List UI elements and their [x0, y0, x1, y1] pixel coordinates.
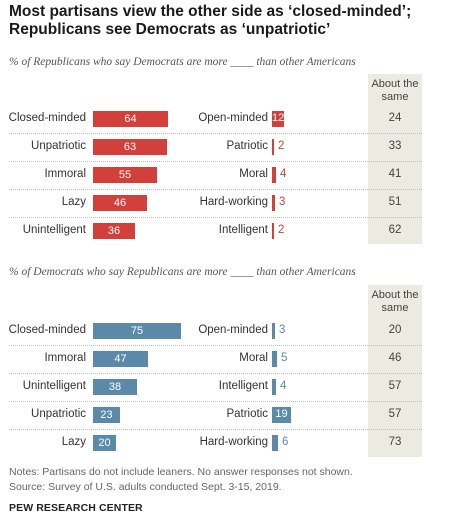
panel-subtitle: % of Republicans who say Democrats are m… [9, 56, 356, 68]
about-same-value: 20 [388, 324, 402, 336]
right-bar-value: 6 [282, 436, 289, 448]
right-bar-value: 5 [281, 352, 288, 364]
about-same-column-bg [368, 285, 422, 457]
left-bar-value: 64 [124, 113, 137, 125]
left-bar-value: 46 [113, 197, 127, 209]
about-same-value: 51 [388, 196, 402, 208]
right-trait-label: Patriotic [226, 140, 268, 152]
chart-row: Closed-minded 75 Open-minded 3 20 [0, 320, 463, 344]
right-trait-label: Moral [239, 168, 268, 180]
left-bar: 46 [93, 195, 147, 211]
about-same-header: About the same [371, 289, 419, 314]
about-same-value: 46 [388, 352, 402, 364]
chart-row: Lazy 46 Hard-working 3 51 [0, 189, 463, 216]
row-divider [9, 161, 422, 162]
right-bar-value: 12 [272, 112, 285, 124]
left-bar-value: 36 [107, 225, 121, 237]
notes-text: Notes: Partisans do not include leaners.… [9, 466, 353, 478]
right-bar [272, 323, 275, 339]
right-trait-label: Intelligent [218, 224, 268, 236]
about-same-value: 73 [388, 436, 402, 448]
chart-row: Closed-minded 64 Open-minded 12 24 [0, 108, 463, 132]
right-bar-value: 4 [280, 380, 287, 392]
chart-row: Unpatriotic 63 Patriotic 2 33 [0, 133, 463, 160]
chart-row: Immoral 47 Moral 5 46 [0, 345, 463, 372]
chart-row: Immoral 55 Moral 4 41 [0, 161, 463, 188]
source-text: Source: Survey of U.S. adults conducted … [9, 481, 282, 493]
row-divider [9, 133, 422, 134]
chart-row: Unintelligent 38 Intelligent 4 57 [0, 373, 463, 400]
left-bar-value: 20 [98, 437, 111, 449]
right-bar-value: 2 [278, 224, 285, 236]
right-trait-label: Moral [239, 352, 268, 364]
right-bar-value: 4 [280, 168, 287, 180]
left-bar: 38 [93, 379, 137, 395]
right-trait-label: Patriotic [226, 408, 268, 420]
left-bar: 55 [93, 167, 157, 183]
left-trait-label: Unpatriotic [31, 140, 86, 152]
right-bar-value: 2 [278, 140, 285, 152]
chart-row: Unpatriotic 23 Patriotic 19 57 [0, 401, 463, 428]
left-bar-value: 47 [114, 353, 127, 365]
left-trait-label: Lazy [61, 196, 86, 208]
about-same-value: 24 [388, 112, 402, 124]
right-bar [272, 139, 274, 155]
right-bar [272, 223, 274, 239]
right-bar-value: 3 [279, 324, 286, 336]
right-bar [272, 195, 275, 211]
right-bar [272, 167, 276, 183]
left-trait-label: Unintelligent [22, 380, 86, 392]
row-divider [9, 217, 422, 218]
left-trait-label: Unintelligent [22, 224, 86, 236]
about-same-value: 41 [388, 168, 402, 180]
left-bar: 75 [93, 323, 181, 339]
chart-row: Lazy 20 Hard-working 6 73 [0, 429, 463, 456]
panel-subtitle: % of Democrats who say Republicans are m… [9, 266, 356, 278]
left-bar-value: 23 [100, 409, 113, 421]
right-bar [272, 111, 284, 127]
left-trait-label: Closed-minded [8, 324, 86, 336]
about-same-value: 62 [388, 224, 402, 236]
left-bar-value: 55 [118, 169, 132, 181]
row-divider [9, 373, 422, 374]
right-bar-value: 3 [279, 196, 286, 208]
chart-row: Unintelligent 36 Intelligent 2 62 [0, 217, 463, 244]
left-trait-label: Lazy [61, 436, 86, 448]
left-trait-label: Closed-minded [8, 112, 86, 124]
right-trait-label: Intelligent [218, 380, 268, 392]
right-bar [272, 379, 276, 395]
row-divider [9, 429, 422, 430]
right-trait-label: Hard-working [199, 436, 268, 448]
left-trait-label: Unpatriotic [31, 408, 86, 420]
about-same-value: 57 [388, 380, 402, 392]
left-bar: 63 [93, 139, 167, 155]
right-bar [272, 351, 277, 367]
organization-name: PEW RESEARCH CENTER [9, 502, 143, 514]
left-trait-label: Immoral [44, 352, 86, 364]
left-bar: 36 [93, 223, 135, 239]
about-same-value: 33 [388, 140, 402, 152]
right-trait-label: Hard-working [199, 196, 268, 208]
left-bar: 23 [93, 407, 120, 423]
row-divider [9, 345, 422, 346]
right-trait-label: Open-minded [198, 112, 268, 124]
row-divider [9, 189, 422, 190]
about-same-column-bg [368, 74, 422, 244]
left-bar-value: 38 [108, 381, 122, 393]
right-bar [272, 407, 291, 423]
about-same-header: About the same [371, 78, 419, 103]
right-bar-value: 19 [275, 408, 288, 420]
left-bar: 47 [93, 351, 148, 367]
about-same-value: 57 [388, 408, 402, 420]
left-bar: 20 [93, 435, 116, 451]
right-trait-label: Open-minded [198, 324, 268, 336]
right-bar [272, 435, 278, 451]
row-divider [9, 401, 422, 402]
left-bar: 64 [93, 111, 168, 127]
left-bar-value: 63 [123, 141, 137, 153]
left-bar-value: 75 [130, 325, 144, 337]
left-trait-label: Immoral [44, 168, 86, 180]
chart-title: Most partisans view the other side as ‘c… [9, 3, 412, 38]
